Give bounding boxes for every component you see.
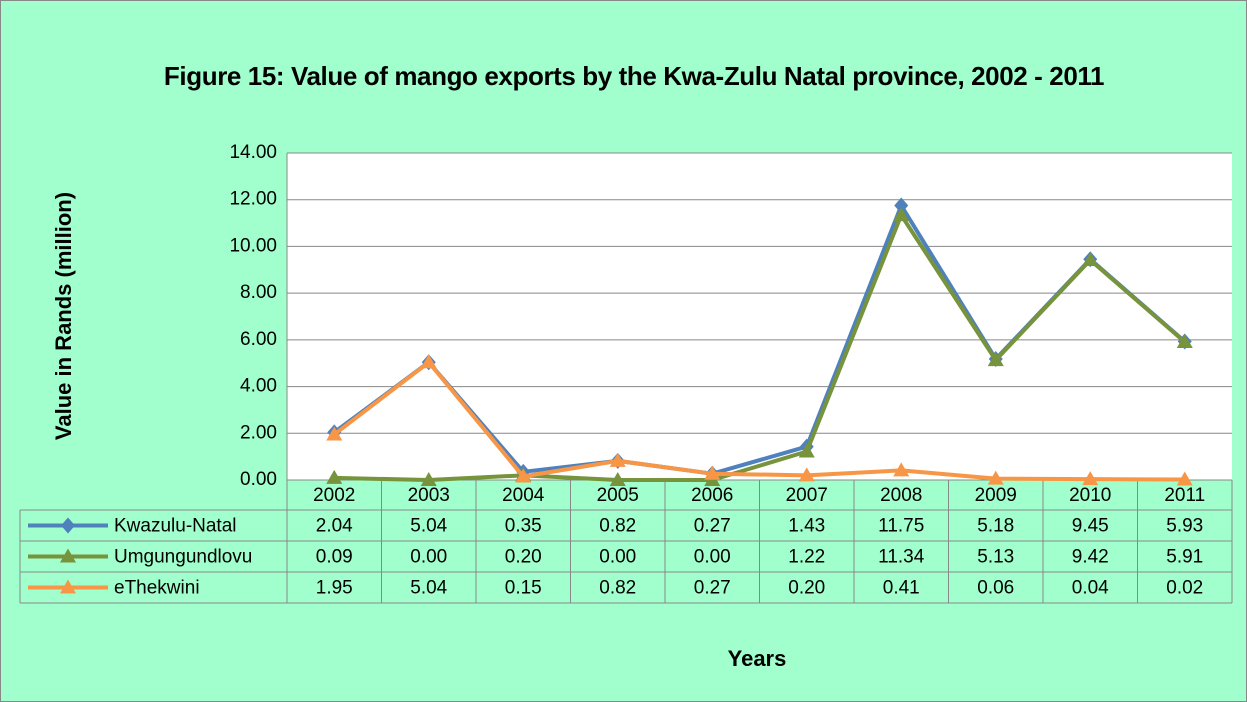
table-value: 0.09 xyxy=(316,547,353,568)
table-value: 2.04 xyxy=(316,516,353,537)
marker xyxy=(420,472,437,486)
x-tick-label: 2004 xyxy=(502,485,545,506)
x-tick-label: 2003 xyxy=(408,485,450,506)
table-value: 1.43 xyxy=(788,516,825,537)
y-tick-label: 12.00 xyxy=(229,189,277,210)
marker xyxy=(326,469,343,484)
legend-label: Umgungundlovu xyxy=(114,547,252,568)
y-tick-label: 8.00 xyxy=(240,282,277,303)
table-value: 0.00 xyxy=(599,547,636,568)
table-value: 0.27 xyxy=(694,578,731,599)
table-value: 0.82 xyxy=(599,516,636,537)
legend-label: Kwazulu-Natal xyxy=(114,516,237,537)
y-tick-label: 0.00 xyxy=(240,469,277,490)
table-value: 0.20 xyxy=(505,547,542,568)
table-value: 1.22 xyxy=(788,547,825,568)
table-value: 1.95 xyxy=(316,578,353,599)
x-tick-label: 2010 xyxy=(1069,485,1111,506)
marker xyxy=(1176,333,1193,348)
legend-marker xyxy=(60,579,76,594)
marker xyxy=(420,354,437,369)
table-value: 0.35 xyxy=(505,516,542,537)
table-value: 5.93 xyxy=(1166,516,1203,537)
table-value: 5.91 xyxy=(1166,547,1203,568)
marker xyxy=(1082,251,1099,266)
marker xyxy=(609,452,626,467)
marker xyxy=(326,426,343,441)
table-value: 0.41 xyxy=(883,578,920,599)
table-value: 5.13 xyxy=(977,547,1014,568)
table-value: 5.04 xyxy=(410,578,447,599)
x-tick-label: 2008 xyxy=(880,485,922,506)
table-value: 0.00 xyxy=(410,547,447,568)
table-value: 0.00 xyxy=(694,547,731,568)
x-tick-label: 2011 xyxy=(1164,485,1205,506)
table-value: 5.18 xyxy=(977,516,1014,537)
table-value: 0.15 xyxy=(505,578,542,599)
series-line xyxy=(334,213,1187,482)
marker xyxy=(1082,471,1099,486)
marker xyxy=(987,352,1004,367)
marker xyxy=(987,470,1004,485)
y-axis-label: Value in Rands (million) xyxy=(51,192,76,440)
table-value: 11.34 xyxy=(878,547,925,568)
x-tick-label: 2009 xyxy=(975,485,1017,506)
y-tick-label: 10.00 xyxy=(229,235,277,256)
chart-title: Figure 15: Value of mango exports by the… xyxy=(163,61,1105,91)
x-tick-label: 2007 xyxy=(786,485,828,506)
table-value: 11.75 xyxy=(878,516,924,537)
plot-area xyxy=(287,153,1232,480)
x-tick-label: 2005 xyxy=(597,485,639,506)
table-value: 0.20 xyxy=(788,578,825,599)
marker xyxy=(894,197,909,214)
marker xyxy=(609,472,626,486)
table-value: 0.27 xyxy=(694,516,731,537)
marker xyxy=(798,467,815,482)
legend-label: eThekwini xyxy=(114,578,200,599)
legend-marker xyxy=(61,517,75,534)
y-tick-label: 6.00 xyxy=(240,329,277,350)
y-tick-label: 4.00 xyxy=(240,376,277,397)
table-value: 0.02 xyxy=(1166,578,1203,599)
marker xyxy=(515,468,532,483)
x-axis-label: Years xyxy=(728,646,787,671)
marker xyxy=(1176,471,1193,486)
y-tick-label: 2.00 xyxy=(240,422,277,443)
y-tick-label: 14.00 xyxy=(229,142,277,163)
x-tick-label: 2002 xyxy=(313,485,355,506)
series-line xyxy=(333,360,1185,482)
table-value: 0.82 xyxy=(599,578,636,599)
marker xyxy=(893,462,910,477)
table-value: 5.04 xyxy=(410,516,447,537)
table-value: 0.04 xyxy=(1072,578,1109,599)
table-value: 0.06 xyxy=(977,578,1014,599)
table-value: 9.45 xyxy=(1072,516,1109,537)
marker xyxy=(893,207,910,222)
x-tick-label: 2006 xyxy=(691,485,733,506)
legend-marker xyxy=(60,548,76,563)
marker xyxy=(798,443,815,458)
table-value: 9.42 xyxy=(1072,547,1109,568)
marker xyxy=(704,465,721,480)
